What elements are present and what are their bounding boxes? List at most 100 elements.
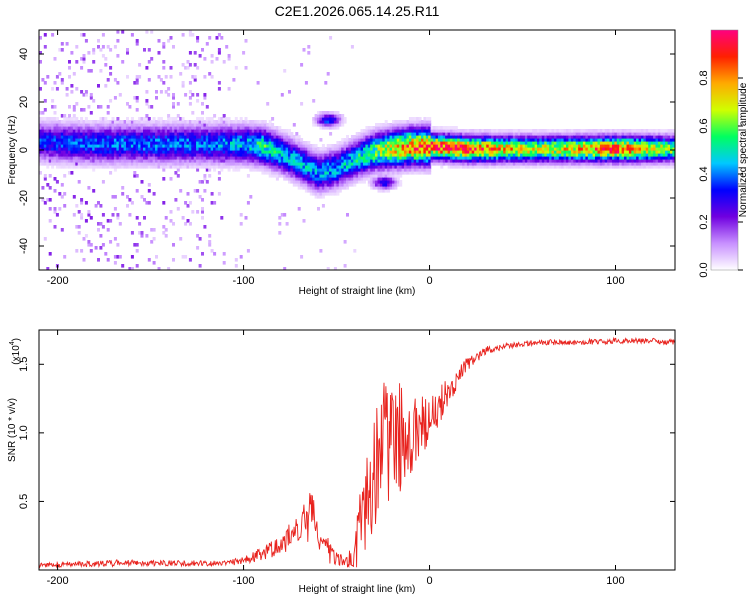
spectrogram-cell — [70, 90, 74, 94]
spectrogram-cell — [106, 120, 110, 124]
spectrogram-cell — [382, 150, 386, 154]
spectrogram-cell — [382, 159, 386, 163]
spectrogram-cell — [317, 123, 320, 127]
spectrogram-cell — [585, 135, 589, 139]
spectrogram-cell — [133, 96, 137, 100]
spectrogram-cell — [186, 147, 190, 151]
spectrogram-cell — [655, 162, 659, 166]
snr-y-scale-base: (x10 — [11, 345, 22, 365]
spectrogram-cell — [123, 153, 127, 157]
spectrogram-cell — [232, 123, 236, 127]
spectrogram-cell — [612, 162, 615, 166]
spectrogram-cell — [126, 75, 129, 79]
spectrogram-cell — [84, 201, 88, 205]
spectrogram-cell — [99, 153, 103, 157]
spectrogram-cell — [155, 162, 158, 166]
spectrogram-cell — [162, 138, 166, 142]
spectrogram-cell — [89, 129, 93, 133]
spectrogram-cell — [343, 168, 347, 172]
spectrogram-cell — [319, 249, 323, 253]
spectrogram-cell — [147, 162, 151, 166]
spectrogram-cell — [416, 147, 420, 151]
spectrogram-cell — [140, 129, 144, 133]
spectrogram-cell — [495, 165, 499, 169]
spectrogram-cell — [421, 150, 424, 154]
spectrogram-cell — [99, 120, 103, 124]
spectrogram-cell — [92, 165, 96, 169]
spectrogram-cell — [331, 147, 335, 151]
spectrogram-cell — [152, 153, 156, 157]
spectrogram-cell — [191, 165, 195, 169]
spectrogram-cell — [41, 159, 45, 163]
spectrogram-cell — [469, 159, 473, 163]
spectrogram-cell — [619, 147, 623, 151]
spectrogram-cell — [367, 141, 371, 145]
spectrogram-cell — [172, 123, 175, 127]
spectrogram-cell — [370, 168, 374, 172]
spectrogram-cell — [517, 144, 521, 148]
spectrogram-cell — [558, 153, 562, 157]
spectrogram-cell — [123, 129, 127, 133]
spectrogram-cell — [82, 129, 86, 133]
spectrogram-cell — [179, 117, 183, 121]
spectrogram-cell — [201, 150, 204, 154]
spectrogram-cell — [215, 132, 219, 136]
spectrogram-cell — [53, 144, 57, 148]
spectrogram-cell — [319, 111, 323, 115]
spectrogram-cell — [331, 117, 335, 121]
spectrogram-cell — [152, 159, 156, 163]
spectrogram-cell — [109, 129, 113, 133]
spectrogram-cell — [505, 162, 509, 166]
spectrogram-cell — [300, 186, 304, 190]
spectrogram-cell — [53, 210, 57, 214]
spectrogram-cell — [133, 153, 137, 157]
spectrogram-cell — [92, 162, 96, 166]
spectrogram-cell — [135, 81, 139, 85]
spectrogram-cell — [126, 156, 129, 160]
spectrogram-cell — [312, 99, 316, 103]
spectrogram-cell — [169, 210, 173, 214]
spectrogram-cell — [452, 159, 456, 163]
spectrogram-cell — [587, 150, 591, 154]
spectrogram-cell — [234, 147, 238, 151]
spectrogram-cell — [181, 126, 185, 130]
spectrogram-cell — [481, 138, 485, 142]
spectrogram-cell — [546, 153, 550, 157]
spectrogram-cell — [399, 120, 403, 124]
spectrogram-cell — [113, 195, 117, 199]
spectrogram-cell — [135, 75, 139, 79]
spectrogram-cell — [524, 144, 528, 148]
spectrogram-cell — [604, 135, 608, 139]
spectrogram-cell — [288, 150, 291, 154]
spectrogram-cell — [348, 180, 352, 184]
spectrogram-cell — [143, 120, 146, 124]
spectrogram-cell — [590, 165, 594, 169]
spectrogram-cell — [662, 135, 666, 139]
spectrogram-cell — [309, 171, 313, 175]
spectrogram-cell — [172, 141, 175, 145]
spectrogram-cell — [244, 150, 248, 154]
spectrogram-cell — [341, 159, 345, 163]
spectrogram-cell — [650, 135, 654, 139]
spectrogram-cell — [660, 153, 664, 157]
spectrogram-cell — [505, 165, 509, 169]
spectrogram-cell — [106, 153, 110, 157]
spectrogram-cell — [360, 159, 364, 163]
spectrogram-cell — [493, 159, 497, 163]
spectrogram-cell — [367, 126, 371, 130]
spectrogram-cell — [464, 132, 468, 136]
spectrogram-cell — [346, 138, 349, 142]
spectrogram-cell — [113, 165, 117, 169]
spectrogram-cell — [297, 174, 301, 178]
spectrogram-cell — [423, 129, 427, 133]
spectrogram-cell — [87, 150, 91, 154]
spectrogram-cell — [246, 135, 250, 139]
spectrogram-cell — [198, 195, 202, 199]
spectrogram-cell — [653, 135, 657, 139]
spectrogram-cell — [159, 147, 163, 151]
spectrogram-cell — [587, 144, 591, 148]
spectrogram-cell — [413, 150, 417, 154]
spectrogram-cell — [590, 159, 594, 163]
spectrogram-cell — [205, 165, 209, 169]
spectrogram-cell — [657, 141, 661, 145]
